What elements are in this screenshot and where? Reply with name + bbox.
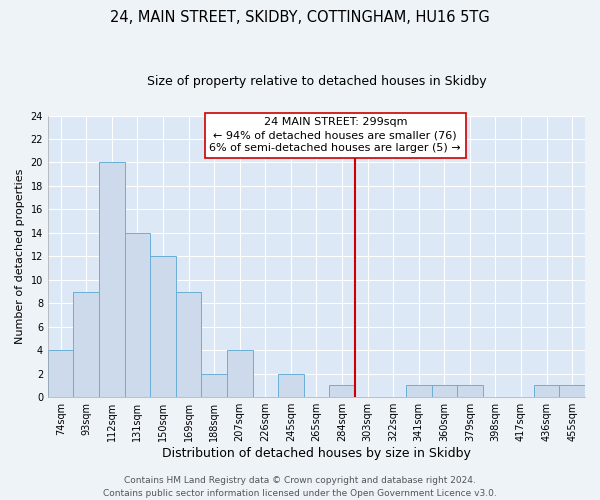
Bar bbox=[278, 374, 304, 397]
Bar bbox=[73, 292, 99, 397]
Bar bbox=[125, 233, 150, 397]
Bar bbox=[99, 162, 125, 397]
Bar bbox=[202, 374, 227, 397]
Bar bbox=[329, 386, 355, 397]
X-axis label: Distribution of detached houses by size in Skidby: Distribution of detached houses by size … bbox=[162, 447, 471, 460]
Text: Contains HM Land Registry data © Crown copyright and database right 2024.
Contai: Contains HM Land Registry data © Crown c… bbox=[103, 476, 497, 498]
Bar bbox=[431, 386, 457, 397]
Bar bbox=[406, 386, 431, 397]
Title: Size of property relative to detached houses in Skidby: Size of property relative to detached ho… bbox=[146, 75, 486, 88]
Bar bbox=[176, 292, 202, 397]
Text: 24, MAIN STREET, SKIDBY, COTTINGHAM, HU16 5TG: 24, MAIN STREET, SKIDBY, COTTINGHAM, HU1… bbox=[110, 10, 490, 25]
Bar bbox=[534, 386, 559, 397]
Bar bbox=[227, 350, 253, 397]
Y-axis label: Number of detached properties: Number of detached properties bbox=[15, 168, 25, 344]
Bar bbox=[48, 350, 73, 397]
Bar bbox=[457, 386, 482, 397]
Bar bbox=[150, 256, 176, 397]
Bar bbox=[559, 386, 585, 397]
Text: 24 MAIN STREET: 299sqm
← 94% of detached houses are smaller (76)
6% of semi-deta: 24 MAIN STREET: 299sqm ← 94% of detached… bbox=[209, 117, 461, 154]
